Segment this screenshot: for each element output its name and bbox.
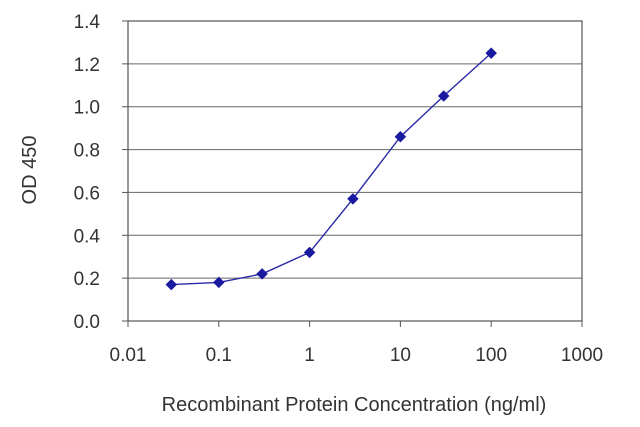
y-tick-label-2: 0.4 bbox=[74, 226, 101, 247]
grid-lines bbox=[128, 63, 582, 279]
data-point-6 bbox=[437, 90, 450, 102]
x-tick-label-2: 1 bbox=[304, 345, 315, 366]
data-point-4 bbox=[347, 193, 359, 205]
x-tick-label-1: 0.1 bbox=[206, 345, 232, 366]
series-layer bbox=[165, 47, 498, 291]
y-tick-label-7: 1.4 bbox=[74, 12, 101, 33]
x-tick-label-0: 0.01 bbox=[110, 345, 147, 366]
data-point-7 bbox=[485, 47, 498, 59]
series-line-0 bbox=[171, 52, 492, 286]
y-tick-label-0: 0.0 bbox=[74, 312, 100, 333]
data-point-5 bbox=[394, 130, 407, 143]
y-tick-label-3: 0.6 bbox=[74, 183, 100, 204]
x-axis-ticks: 0.01 0.1 1 10 100 1000 bbox=[110, 321, 603, 366]
y-tick-label-5: 1.0 bbox=[74, 98, 100, 119]
y-axis-ticks: 0.0 0.2 0.4 0.6 0.8 1.0 1.2 1.4 bbox=[74, 12, 128, 333]
x-tick-label-5: 1000 bbox=[561, 345, 603, 366]
y-tick-label-6: 1.2 bbox=[74, 55, 100, 76]
x-tick-label-4: 100 bbox=[475, 345, 507, 366]
plot-area-frame bbox=[127, 20, 583, 322]
x-tick-label-3: 10 bbox=[390, 345, 411, 366]
y-axis-title: OD 450 bbox=[19, 136, 41, 205]
y-tick-label-1: 0.2 bbox=[74, 269, 100, 290]
x-axis-title: Recombinant Protein Concentration (ng/ml… bbox=[162, 394, 547, 416]
data-point-1 bbox=[212, 276, 225, 289]
data-point-0 bbox=[165, 278, 178, 291]
y-tick-label-4: 0.8 bbox=[74, 141, 100, 162]
data-point-3 bbox=[303, 246, 316, 259]
data-point-2 bbox=[256, 268, 268, 280]
